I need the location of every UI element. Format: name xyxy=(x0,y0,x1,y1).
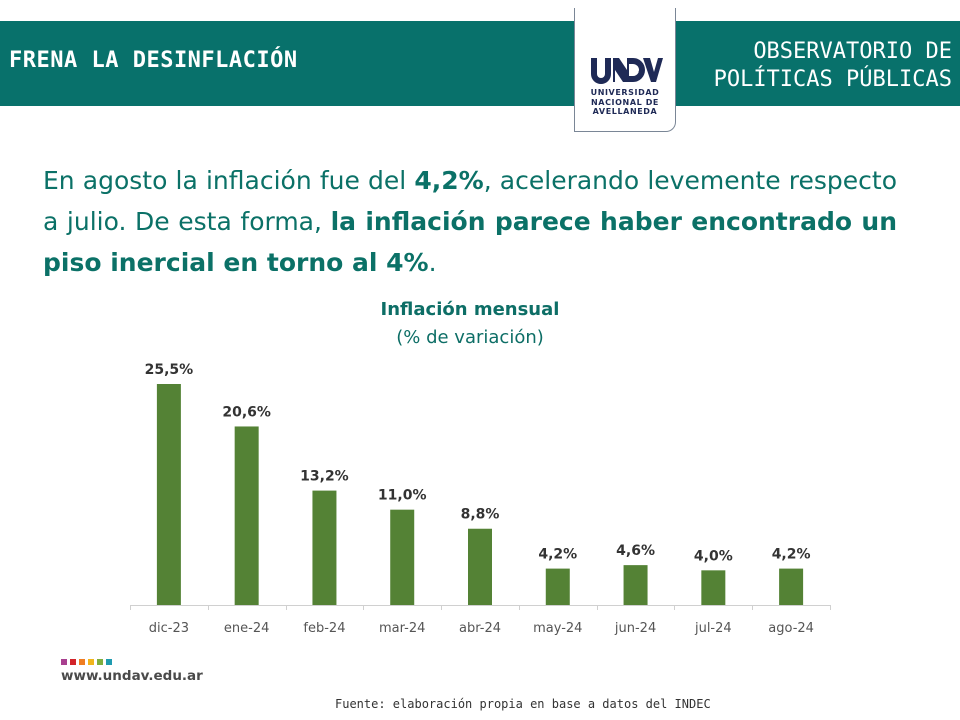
chart-subtitle: (% de variación) xyxy=(396,327,544,348)
x-tick-label: mar-24 xyxy=(379,621,425,636)
bar-mar-24 xyxy=(390,509,415,605)
data-label: 4,0% xyxy=(694,548,733,564)
brand-dot xyxy=(88,659,94,665)
undav-logo: UNIVERSIDAD NACIONAL DE AVELLANEDA xyxy=(574,8,676,132)
lead-text-2: , acelerando levemente respecto a julio.… xyxy=(43,166,897,236)
bar-jul-24 xyxy=(701,570,726,605)
page-title: FRENA LA DESINFLACIÓN xyxy=(9,48,298,73)
data-label: 11,0% xyxy=(378,488,427,504)
bar-ago-24 xyxy=(779,568,804,605)
brand-dot xyxy=(79,659,85,665)
data-label: 4,2% xyxy=(772,547,811,563)
observatorio-line-1: OBSERVATORIO DE xyxy=(753,39,952,64)
bar-abr-24 xyxy=(468,528,492,605)
observatorio-line-2: POLÍTICAS PÚBLICAS xyxy=(713,67,952,92)
data-label: 4,6% xyxy=(616,543,655,559)
source-note: Fuente: elaboración propia en base a dat… xyxy=(335,697,711,711)
undav-wordmark-icon xyxy=(591,58,663,84)
lead-text-3: . xyxy=(428,248,437,277)
brand-color-dots xyxy=(61,659,112,665)
lead-highlight-value: 4,2% xyxy=(414,166,484,195)
website-url: www.undav.edu.ar xyxy=(61,668,203,684)
logo-line-2: NACIONAL DE xyxy=(590,97,659,107)
chart-title: Inflación mensual xyxy=(380,299,560,320)
bar-feb-24 xyxy=(312,490,337,605)
brand-dot xyxy=(106,659,112,665)
data-label: 8,8% xyxy=(461,507,500,523)
data-label: 20,6% xyxy=(222,404,271,420)
x-tick-label: may-24 xyxy=(533,621,582,636)
logo-line-1: UNIVERSIDAD xyxy=(590,88,660,97)
header-band xyxy=(0,21,960,106)
bar-may-24 xyxy=(545,568,570,605)
x-tick-label: feb-24 xyxy=(303,621,345,636)
x-tick-label: abr-24 xyxy=(459,621,501,636)
x-tick-label: dic-23 xyxy=(149,621,189,636)
brand-dot xyxy=(97,659,103,665)
lead-paragraph: En agosto la inflación fue del 4,2%, ace… xyxy=(43,160,897,283)
data-label: 25,5% xyxy=(145,362,194,378)
data-label: 13,2% xyxy=(300,469,349,485)
logo-line-3: AVELLANEDA xyxy=(592,107,658,116)
logo-text: UNIVERSIDAD NACIONAL DE AVELLANEDA xyxy=(575,88,675,117)
x-tick-label: jun-24 xyxy=(614,621,656,636)
bar-dic-23 xyxy=(156,384,181,605)
observatorio-title: OBSERVATORIO DE POLÍTICAS PÚBLICAS xyxy=(714,38,952,94)
brand-dot xyxy=(61,659,67,665)
lead-highlight-conclusion: la inflación parece haber encontrado un … xyxy=(43,207,897,277)
bar-ene-24 xyxy=(234,426,259,605)
brand-dot xyxy=(70,659,76,665)
x-tick-label: jul-24 xyxy=(694,621,732,636)
lead-text-1: En agosto la inflación fue del xyxy=(43,166,415,195)
bar-jun-24 xyxy=(623,565,648,605)
x-tick-label: ago-24 xyxy=(768,621,814,636)
data-label: 4,2% xyxy=(538,547,577,563)
x-tick-label: ene-24 xyxy=(224,621,269,636)
